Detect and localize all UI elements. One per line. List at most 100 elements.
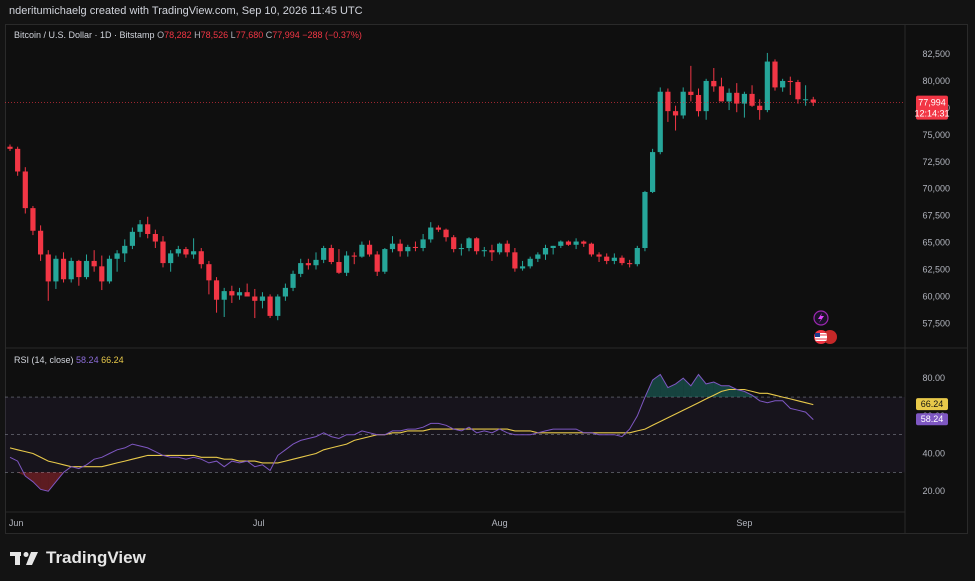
candle-body <box>711 80 717 87</box>
candle-body <box>160 241 166 264</box>
price-tick-label: 62,500 <box>922 265 950 275</box>
time-tick-label: Jun <box>9 518 24 528</box>
candle-body <box>726 92 732 102</box>
candle-body <box>236 292 243 296</box>
price-tick-label: 80,000 <box>922 76 950 86</box>
candle-body <box>565 241 572 245</box>
candle-body <box>688 91 694 95</box>
candle-body <box>366 244 373 255</box>
candle-body <box>619 257 625 264</box>
low-value: 77,680 <box>235 30 264 40</box>
candle-body <box>581 241 587 244</box>
candle-body <box>275 296 281 316</box>
rsi-oversold-fill <box>25 472 33 482</box>
candle-body <box>99 266 105 282</box>
open-label: O <box>157 30 165 40</box>
candle-body <box>145 224 151 234</box>
candle-body <box>321 248 327 260</box>
last-price-tag: 77,994 12:14:31 <box>914 95 950 120</box>
candle-body <box>718 86 725 102</box>
candle-body <box>672 111 679 116</box>
candle-body <box>267 296 273 316</box>
candle-body <box>83 260 90 278</box>
candle-body <box>351 255 357 257</box>
candle-body <box>435 227 441 230</box>
close-value: 77,994 <box>272 30 300 40</box>
candle-body <box>527 258 533 267</box>
candle-body <box>680 91 686 116</box>
candle-body <box>15 148 21 172</box>
lightning-event-icon[interactable] <box>813 310 829 326</box>
rsi-tick-label: 20.00 <box>922 486 945 496</box>
candle-body <box>764 61 770 111</box>
candle-body <box>795 82 801 100</box>
candle-body <box>313 259 319 266</box>
candle-body <box>810 99 816 103</box>
time-tick-label: Jul <box>253 518 265 528</box>
candle-body <box>428 227 434 240</box>
candle-body <box>573 241 579 245</box>
high-value: 78,526 <box>200 30 229 40</box>
rsi-overbought-fill <box>706 382 714 398</box>
rsi-ma-line <box>9 388 814 468</box>
rsi-value: 58.24 <box>76 355 99 365</box>
price-tick-label: 70,000 <box>922 184 950 194</box>
candle-body <box>305 263 311 266</box>
candle-body <box>604 256 610 261</box>
chart-frame[interactable] <box>5 24 968 534</box>
candle-body <box>252 296 258 301</box>
symbol-name[interactable]: Bitcoin / U.S. Dollar · 1D · Bitstamp <box>14 30 155 40</box>
countdown-value: 12:14:31 <box>914 109 949 119</box>
candle-body <box>175 249 181 254</box>
candle-body <box>68 260 74 280</box>
us-flag-event-icon[interactable] <box>814 330 837 344</box>
candle-body <box>611 257 617 261</box>
rsi-oversold-fill <box>40 472 49 492</box>
candle-body <box>642 191 648 249</box>
candle-body <box>198 251 204 265</box>
candle-body <box>772 61 778 88</box>
candle-body <box>757 105 763 111</box>
candle-body <box>558 241 564 246</box>
candle-body <box>650 152 656 192</box>
low-label: L <box>230 30 236 40</box>
chart-attribution: nderitumichaelg created with TradingView… <box>9 5 363 17</box>
tradingview-branding[interactable]: TradingView <box>10 548 146 568</box>
rsi-oversold-fill <box>32 472 41 490</box>
candle-body <box>7 146 13 149</box>
candle-body <box>703 80 709 112</box>
candle-body <box>206 264 212 281</box>
candle-body <box>695 94 702 112</box>
candle-body <box>53 258 59 282</box>
candle-body <box>504 243 510 253</box>
candle-body <box>221 291 227 300</box>
rsi-ma-tag-value: 66.24 <box>921 399 944 409</box>
candle-body <box>114 253 120 259</box>
time-tick-label: Aug <box>492 518 508 528</box>
candle-body <box>91 260 97 267</box>
candle-body <box>803 99 809 101</box>
candle-body <box>749 93 755 106</box>
candle-body <box>458 248 464 250</box>
price-tick-label: 57,500 <box>922 318 950 328</box>
rsi-line <box>9 373 814 492</box>
candle-body <box>787 80 793 83</box>
candle-body <box>382 249 388 272</box>
candle-body <box>634 248 640 265</box>
candle-body <box>512 252 518 269</box>
rsi-overbought-fill <box>713 382 722 398</box>
candle-body <box>336 262 342 273</box>
candle-body <box>45 254 51 282</box>
rsi-legend[interactable]: RSI (14, close) 58.24 66.24 <box>14 355 124 365</box>
candle-body <box>657 91 663 153</box>
rsi-tick-label: 40.00 <box>922 449 945 459</box>
price-tick-label: 72,500 <box>922 157 950 167</box>
price-tick-label: 67,500 <box>922 211 950 221</box>
price-tick-label: 60,000 <box>922 292 950 302</box>
rsi-overbought-fill <box>698 374 707 398</box>
price-tick-label: 75,000 <box>922 130 950 140</box>
high-label: H <box>194 30 201 40</box>
rsi-tag: 58.24 <box>916 413 948 426</box>
candle-body <box>30 208 36 231</box>
